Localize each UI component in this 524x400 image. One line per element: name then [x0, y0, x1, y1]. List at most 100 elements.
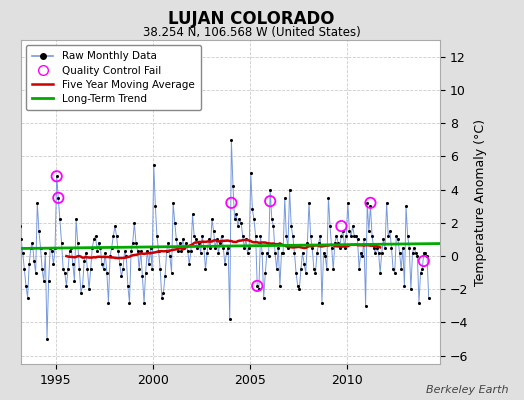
Point — [352, 233, 360, 239]
Point — [411, 250, 420, 256]
Point — [286, 186, 294, 193]
Point — [82, 250, 90, 256]
Point — [311, 270, 320, 276]
Point — [374, 250, 383, 256]
Point — [331, 240, 339, 246]
Point — [397, 266, 406, 272]
Point — [104, 299, 113, 306]
Point — [316, 233, 324, 239]
Point — [256, 233, 265, 239]
Point — [339, 228, 347, 234]
Point — [373, 244, 381, 251]
Point — [172, 236, 181, 242]
Point — [41, 250, 50, 256]
Point — [363, 200, 372, 206]
Point — [368, 233, 376, 239]
Point — [365, 228, 373, 234]
Point — [238, 233, 247, 239]
Point — [148, 266, 156, 272]
Point — [323, 266, 331, 272]
Point — [271, 250, 279, 256]
Point — [266, 186, 275, 193]
Point — [305, 200, 313, 206]
Point — [240, 244, 248, 251]
Point — [217, 233, 226, 239]
Point — [243, 250, 252, 256]
Point — [145, 261, 153, 268]
Point — [166, 253, 174, 259]
Point — [421, 250, 430, 256]
Point — [227, 200, 236, 206]
Point — [366, 203, 375, 209]
Point — [342, 233, 351, 239]
Point — [35, 228, 43, 234]
Point — [324, 195, 333, 201]
Point — [242, 236, 250, 242]
Point — [329, 266, 337, 272]
Point — [122, 253, 130, 259]
Point — [134, 248, 142, 254]
Point — [156, 266, 165, 272]
Point — [259, 294, 268, 301]
Point — [355, 266, 363, 272]
Point — [52, 173, 61, 180]
Point — [86, 266, 95, 272]
Point — [417, 270, 425, 276]
Point — [57, 240, 66, 246]
Point — [410, 244, 418, 251]
Point — [253, 283, 261, 289]
Point — [112, 233, 121, 239]
Point — [250, 216, 258, 223]
Point — [61, 270, 69, 276]
Point — [408, 250, 417, 256]
Point — [45, 278, 53, 284]
Point — [297, 266, 305, 272]
Point — [227, 136, 236, 143]
Point — [390, 270, 399, 276]
Point — [177, 248, 185, 254]
Point — [59, 266, 68, 272]
Point — [18, 250, 27, 256]
Point — [91, 233, 100, 239]
Point — [337, 233, 345, 239]
Point — [90, 236, 98, 242]
Point — [335, 244, 344, 251]
Point — [38, 266, 46, 272]
Point — [371, 250, 379, 256]
Point — [272, 266, 281, 272]
Point — [162, 248, 171, 254]
Point — [381, 244, 389, 251]
Point — [258, 250, 266, 256]
Point — [140, 299, 148, 306]
Point — [348, 223, 357, 229]
Point — [203, 250, 211, 256]
Point — [125, 299, 134, 306]
Point — [73, 240, 82, 246]
Point — [378, 250, 386, 256]
Point — [151, 203, 159, 209]
Point — [204, 236, 213, 242]
Point — [399, 244, 407, 251]
Point — [83, 266, 92, 272]
Point — [407, 286, 415, 292]
Point — [79, 283, 87, 289]
Point — [235, 216, 244, 223]
Point — [293, 283, 302, 289]
Point — [67, 244, 75, 251]
Point — [22, 283, 30, 289]
Point — [356, 250, 365, 256]
Point — [234, 223, 242, 229]
Point — [54, 195, 62, 201]
Point — [268, 216, 276, 223]
Point — [420, 258, 428, 264]
Point — [164, 240, 172, 246]
Point — [24, 294, 32, 301]
Point — [266, 198, 275, 204]
Point — [277, 250, 286, 256]
Point — [62, 283, 71, 289]
Point — [287, 223, 296, 229]
Point — [307, 233, 315, 239]
Point — [15, 223, 24, 229]
Point — [308, 244, 316, 251]
Point — [319, 250, 328, 256]
